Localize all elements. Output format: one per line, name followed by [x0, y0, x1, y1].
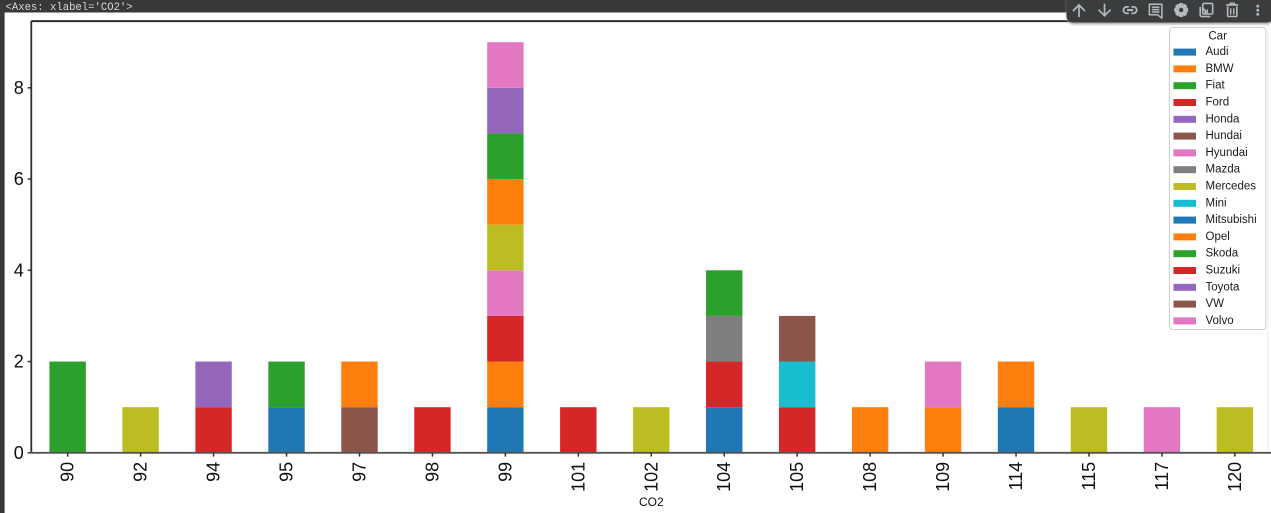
svg-text:VW: VW	[1206, 298, 1225, 310]
svg-text:Mitsubishi: Mitsubishi	[1206, 214, 1257, 226]
svg-text:99: 99	[495, 462, 515, 482]
svg-text:95: 95	[277, 462, 297, 482]
svg-text:Mercedes: Mercedes	[1206, 181, 1257, 193]
svg-text:<Axes: xlabel='CO2'>: <Axes: xlabel='CO2'>	[6, 2, 133, 14]
svg-text:6: 6	[14, 169, 24, 189]
svg-text:117: 117	[1152, 462, 1172, 491]
svg-text:Suzuki: Suzuki	[1206, 265, 1241, 277]
svg-text:CO2: CO2	[639, 495, 664, 509]
svg-text:Volvo: Volvo	[1206, 315, 1234, 327]
svg-text:90: 90	[58, 462, 78, 482]
svg-text:115: 115	[1079, 462, 1099, 491]
svg-text:98: 98	[422, 462, 442, 482]
svg-text:102: 102	[641, 462, 661, 492]
svg-text:Toyota: Toyota	[1206, 281, 1240, 293]
svg-text:Mazda: Mazda	[1206, 164, 1241, 176]
svg-text:Ford: Ford	[1206, 97, 1230, 109]
svg-text:94: 94	[204, 462, 224, 482]
svg-text:Hyundai: Hyundai	[1206, 147, 1248, 159]
svg-text:Mini: Mini	[1206, 197, 1227, 209]
svg-text:120: 120	[1225, 462, 1245, 492]
svg-text:92: 92	[131, 462, 151, 482]
svg-text:Hundai: Hundai	[1206, 130, 1242, 142]
svg-text:108: 108	[860, 462, 880, 492]
svg-text:Honda: Honda	[1206, 113, 1240, 125]
svg-text:105: 105	[787, 462, 807, 492]
svg-text:Fiat: Fiat	[1206, 80, 1226, 92]
svg-text:114: 114	[1006, 462, 1026, 491]
svg-text:2: 2	[14, 352, 24, 372]
svg-text:4: 4	[14, 260, 24, 280]
svg-text:101: 101	[568, 462, 588, 492]
svg-text:Skoda: Skoda	[1206, 248, 1239, 260]
svg-text:0: 0	[14, 443, 24, 463]
svg-text:Car: Car	[1208, 31, 1227, 43]
svg-text:109: 109	[933, 462, 953, 492]
svg-text:8: 8	[14, 78, 24, 98]
svg-text:BMW: BMW	[1206, 63, 1234, 75]
svg-text:Audi: Audi	[1206, 46, 1229, 58]
svg-text:97: 97	[349, 462, 369, 482]
svg-text:104: 104	[714, 462, 734, 492]
svg-text:Opel: Opel	[1206, 231, 1230, 243]
